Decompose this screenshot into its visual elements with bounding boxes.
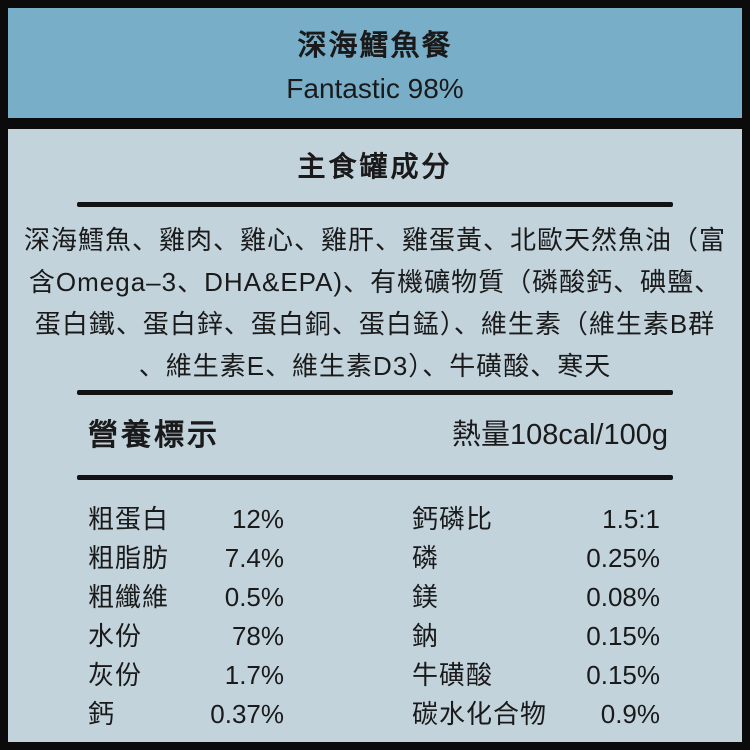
nutrition-section-header: 營養標示 熱量108cal/100g — [8, 410, 742, 454]
nutrient-label: 粗蛋白 — [88, 504, 170, 534]
nutrition-row: 碳水化合物 0.9% — [412, 695, 660, 734]
product-subtitle: Fantastic 98% — [286, 72, 464, 104]
nutrient-value: 0.9% — [600, 699, 660, 729]
nutrient-value: 1.7% — [224, 660, 284, 690]
nutrition-row: 粗纖維 0.5% — [88, 578, 284, 617]
nutrient-label: 牛磺酸 — [412, 660, 494, 690]
nutrient-value: 78% — [231, 621, 284, 651]
nutrition-row: 鎂 0.08% — [412, 578, 660, 617]
nutrient-value: 12% — [231, 504, 284, 534]
nutrient-label: 鈣 — [88, 699, 116, 729]
nutrition-table: 粗蛋白 12% 粗脂肪 7.4% 粗纖維 0.5% 水份 78% 灰份 1. — [8, 500, 742, 734]
nutrient-value: 0.25% — [586, 543, 660, 573]
product-title: 深海鱈魚餐 — [297, 29, 453, 62]
nutrient-value: 0.08% — [586, 582, 660, 612]
nutrient-value: 7.4% — [224, 543, 284, 573]
nutrient-label: 灰份 — [88, 660, 143, 690]
product-header: 深海鱈魚餐 Fantastic 98% — [8, 8, 742, 118]
nutrition-row: 粗蛋白 12% — [88, 500, 284, 539]
nutrition-row: 鈣磷比 1.5:1 — [412, 500, 660, 539]
nutrient-label: 碳水化合物 — [412, 699, 548, 729]
nutrition-section-title: 營養標示 — [88, 419, 220, 452]
nutrient-label: 水份 — [88, 621, 143, 651]
nutrient-label: 鈣磷比 — [412, 504, 494, 534]
nutrient-label: 粗脂肪 — [88, 543, 170, 573]
nutrient-value: 1.5:1 — [602, 504, 660, 534]
nutrition-row: 水份 78% — [88, 617, 284, 656]
divider-top — [77, 202, 673, 207]
nutrition-row: 粗脂肪 7.4% — [88, 539, 284, 578]
divider-bottom — [77, 475, 673, 480]
label-panel: 主食罐成分 深海鱈魚、雞肉、雞心、雞肝、雞蛋黃、北歐天然魚油（富 含Omega–3… — [8, 129, 742, 742]
nutrition-column-right: 鈣磷比 1.5:1 磷 0.25% 鎂 0.08% 鈉 0.15% 牛磺酸 — [412, 500, 660, 734]
nutrition-column-left: 粗蛋白 12% 粗脂肪 7.4% 粗纖維 0.5% 水份 78% 灰份 1. — [88, 500, 284, 734]
nutrition-row: 灰份 1.7% — [88, 656, 284, 695]
nutrient-label: 粗纖維 — [88, 582, 170, 612]
nutrient-label: 鈉 — [412, 621, 440, 651]
nutrient-label: 磷 — [412, 543, 440, 573]
nutrition-row: 牛磺酸 0.15% — [412, 656, 660, 695]
nutrient-value: 0.15% — [586, 660, 660, 690]
nutrient-value: 0.37% — [210, 699, 284, 729]
ingredients-section-title: 主食罐成分 — [297, 151, 453, 182]
ingredients-text: 深海鱈魚、雞肉、雞心、雞肝、雞蛋黃、北歐天然魚油（富 含Omega–3、DHA&E… — [23, 225, 726, 381]
nutrient-label: 鎂 — [412, 582, 440, 612]
nutrition-row: 磷 0.25% — [412, 539, 660, 578]
calories-value: 熱量108cal/100g — [451, 419, 668, 451]
nutrient-value: 0.15% — [586, 621, 660, 651]
nutrition-row: 鈉 0.15% — [412, 617, 660, 656]
nutrient-value: 0.5% — [224, 582, 284, 612]
nutrition-row: 鈣 0.37% — [88, 695, 284, 734]
divider-middle — [77, 390, 673, 395]
